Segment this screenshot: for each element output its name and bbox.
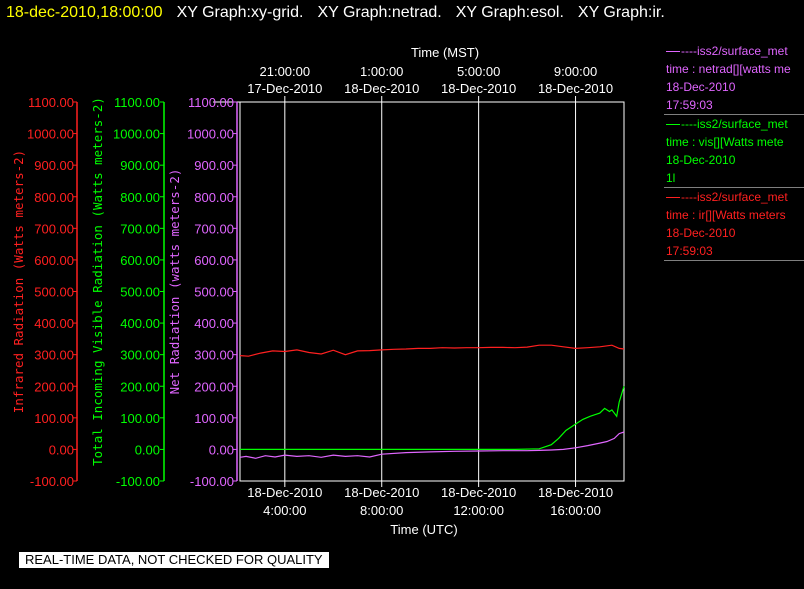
x-top-tick-label-date: 18-Dec-2010 <box>441 81 516 96</box>
y-axis-tick-label-1: 600.00 <box>120 253 160 268</box>
x-top-tick-label-time: 9:00:00 <box>554 64 597 79</box>
y-axis-tick-label-0: 600.00 <box>34 253 74 268</box>
legend-entry-ir: ----iss2/surface_met time : ir[][Watts m… <box>664 188 804 261</box>
legend-rule <box>666 197 680 199</box>
x-bottom-tick-label-time: 12:00:00 <box>453 503 504 518</box>
x-top-tick-label-time: 5:00:00 <box>457 64 500 79</box>
x-bottom-axis-title: Time (UTC) <box>390 522 457 537</box>
legend-entry-vis: ----iss2/surface_met time : vis[][Watts … <box>664 115 804 188</box>
legend-variable: time : netrad[][watts me <box>666 62 791 76</box>
legend-date: 18-Dec-2010 <box>666 80 736 94</box>
y-axis-tick-label-2: 900.00 <box>194 158 234 173</box>
legend-date: 18-Dec-2010 <box>666 153 736 167</box>
legend-date: 18-Dec-2010 <box>666 226 736 240</box>
x-bottom-tick-label-time: 4:00:00 <box>263 503 306 518</box>
y-axis-tick-label-0: 800.00 <box>34 190 74 205</box>
header-bar: 18-dec-2010,18:00:00 XY Graph:xy-grid. XY … <box>6 4 679 22</box>
y-axis-tick-label-2: 200.00 <box>194 379 234 394</box>
y-axis-tick-label-1: 1100.00 <box>114 95 160 110</box>
y-axis-title-0: Infrared Radiation (Watts meters-2) <box>11 150 26 413</box>
legend-entry-netrad: ----iss2/surface_met time : netrad[][wat… <box>664 42 804 115</box>
x-top-tick-label-time: 21:00:00 <box>260 64 311 79</box>
header-title-ir: XY Graph:ir. <box>577 4 665 21</box>
y-axis-tick-label-1: -100.00 <box>116 474 160 489</box>
x-top-tick-label-date: 18-Dec-2010 <box>538 81 613 96</box>
y-axis-tick-label-0: 1000.00 <box>27 127 74 142</box>
x-bottom-tick-label-date: 18-Dec-2010 <box>344 485 419 500</box>
y-axis-tick-label-1: 700.00 <box>120 221 160 236</box>
x-bottom-tick-label-time: 8:00:00 <box>360 503 403 518</box>
legend-time: 1l <box>666 171 676 185</box>
x-bottom-tick-label-date: 18-Dec-2010 <box>441 485 516 500</box>
header-title-xy-grid: XY Graph:xy-grid. <box>176 4 304 21</box>
y-axis-tick-label-1: 900.00 <box>120 158 160 173</box>
y-axis-title-1: Total Incoming Visible Radiation (Watts … <box>90 97 105 466</box>
legend-time: 17:59:03 <box>666 98 713 112</box>
x-top-tick-label-date: 17-Dec-2010 <box>247 81 322 96</box>
legend-source: ----iss2/surface_met <box>681 44 788 58</box>
y-axis-tick-label-1: 400.00 <box>120 316 160 331</box>
legend-line: ----iss2/surface_met <box>666 115 804 133</box>
y-axis-tick-label-1: 300.00 <box>120 348 160 363</box>
plot-frame <box>239 101 625 482</box>
y-axis-tick-label-0: 500.00 <box>34 285 74 300</box>
y-axis-tick-label-0: 200.00 <box>34 379 74 394</box>
y-axis-tick-label-1: 0.00 <box>135 442 160 457</box>
y-axis-tick-label-1: 1000.00 <box>113 127 160 142</box>
y-axis-tick-label-2: -100.00 <box>190 474 234 489</box>
series-line-netrad <box>239 431 625 459</box>
y-axis-tick-label-2: 100.00 <box>194 411 234 426</box>
y-axis-tick-label-2: 1100.00 <box>188 95 234 110</box>
legend-variable: time : ir[][Watts meters <box>666 208 786 222</box>
legend-line: ----iss2/surface_met <box>666 188 804 206</box>
y-axis-tick-label-2: 600.00 <box>194 253 234 268</box>
x-bottom-tick-label-date: 18-Dec-2010 <box>538 485 613 500</box>
y-axis-tick-label-2: 0.00 <box>209 442 234 457</box>
legend-source: ----iss2/surface_met <box>681 190 788 204</box>
y-axis-tick-label-2: 400.00 <box>194 316 234 331</box>
y-axis-tick-label-0: 400.00 <box>34 316 74 331</box>
legend-rule <box>666 124 680 126</box>
y-axis-tick-label-1: 200.00 <box>120 379 160 394</box>
y-axis-tick-label-0: -100.00 <box>30 474 74 489</box>
y-axis-tick-label-0: 900.00 <box>34 158 74 173</box>
legend-rule <box>666 51 680 53</box>
y-axis-tick-label-0: 0.00 <box>49 442 74 457</box>
series-line-vis <box>240 386 625 450</box>
series-line-ir <box>239 344 625 357</box>
x-bottom-tick-label-date: 18-Dec-2010 <box>247 485 322 500</box>
header-title-esol: XY Graph:esol. <box>455 4 564 21</box>
x-top-tick-label-time: 1:00:00 <box>360 64 403 79</box>
legend-line: ----iss2/surface_met <box>666 42 804 60</box>
x-top-axis-title: Time (MST) <box>411 45 479 60</box>
y-axis-tick-label-2: 700.00 <box>194 221 234 236</box>
header-timestamp: 18-dec-2010,18:00:00 <box>6 4 163 21</box>
y-axis-tick-label-2: 800.00 <box>194 190 234 205</box>
legend-source: ----iss2/surface_met <box>681 117 788 131</box>
y-axis-tick-label-0: 700.00 <box>34 221 74 236</box>
y-axis-tick-label-1: 800.00 <box>120 190 160 205</box>
y-axis-tick-label-2: 1000.00 <box>187 127 234 142</box>
y-axis-tick-label-1: 500.00 <box>120 285 160 300</box>
y-axis-tick-label-2: 500.00 <box>194 285 234 300</box>
header-title-netrad: XY Graph:netrad. <box>317 4 442 21</box>
x-bottom-tick-label-time: 16:00:00 <box>550 503 601 518</box>
legend-time: 17:59:03 <box>666 244 713 258</box>
y-axis-tick-label-0: 1100.00 <box>28 95 74 110</box>
y-axis-tick-label-2: 300.00 <box>194 348 234 363</box>
y-axis-tick-label-0: 300.00 <box>34 348 74 363</box>
legend-variable: time : vis[][Watts mete <box>666 135 784 149</box>
quality-notice: REAL-TIME DATA, NOT CHECKED FOR QUALITY <box>19 552 329 568</box>
x-top-tick-label-date: 18-Dec-2010 <box>344 81 419 96</box>
y-axis-tick-label-1: 100.00 <box>120 411 160 426</box>
y-axis-title-2: Net Radiation (watts meters-2) <box>167 169 182 395</box>
y-axis-tick-label-0: 100.00 <box>34 411 74 426</box>
legend: ----iss2/surface_met time : netrad[][wat… <box>664 42 804 261</box>
